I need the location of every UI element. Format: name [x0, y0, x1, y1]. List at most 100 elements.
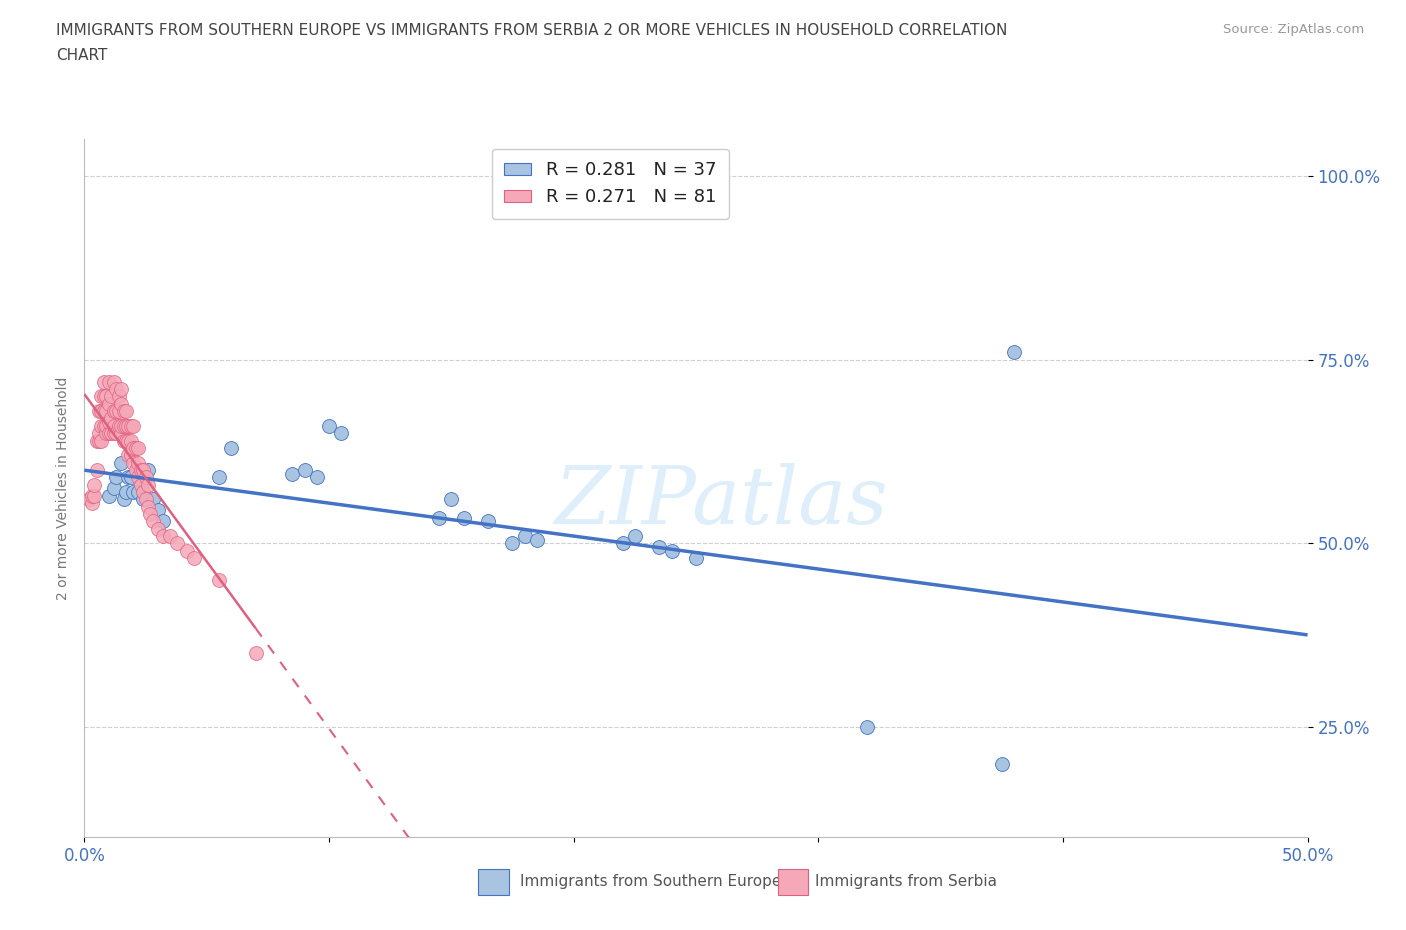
Point — [142, 492, 165, 507]
Point — [115, 418, 138, 433]
Point — [83, 488, 105, 503]
Point — [77, 492, 100, 507]
Point — [318, 418, 340, 433]
Point — [117, 418, 139, 433]
Point — [97, 488, 120, 503]
Point — [117, 433, 139, 448]
Point — [176, 543, 198, 558]
Point — [142, 514, 165, 529]
Point — [83, 477, 105, 492]
Text: Immigrants from Southern Europe: Immigrants from Southern Europe — [520, 874, 782, 889]
Point — [294, 462, 316, 477]
Point — [120, 433, 142, 448]
Y-axis label: 2 or more Vehicles in Household: 2 or more Vehicles in Household — [56, 377, 70, 600]
Point — [97, 426, 120, 441]
Point — [513, 528, 536, 543]
Text: CHART: CHART — [56, 48, 108, 63]
Point — [96, 389, 118, 404]
Point — [501, 536, 523, 551]
Point — [526, 532, 548, 547]
Point — [281, 466, 304, 481]
Point — [105, 470, 128, 485]
Point — [139, 507, 162, 522]
Point — [624, 528, 647, 543]
Point — [112, 492, 135, 507]
Point — [152, 528, 174, 543]
Text: Source: ZipAtlas.com: Source: ZipAtlas.com — [1223, 23, 1364, 36]
Point — [135, 492, 157, 507]
Point — [146, 521, 169, 536]
Point — [107, 418, 129, 433]
Point — [183, 551, 205, 565]
Point — [90, 404, 112, 418]
Point — [110, 418, 132, 433]
Point — [90, 389, 112, 404]
Point — [127, 441, 149, 456]
Point — [440, 492, 463, 507]
Point — [136, 462, 159, 477]
Point — [97, 375, 120, 390]
Point — [100, 426, 122, 441]
Point — [115, 485, 138, 499]
Legend: R = 0.281   N = 37, R = 0.271   N = 81: R = 0.281 N = 37, R = 0.271 N = 81 — [492, 149, 728, 219]
Point — [107, 404, 129, 418]
Point — [110, 381, 132, 396]
Point — [305, 470, 328, 485]
Point — [105, 426, 128, 441]
Point — [166, 536, 188, 551]
Point — [96, 404, 118, 418]
Point — [90, 418, 112, 433]
Point — [219, 441, 242, 456]
Point — [110, 455, 132, 470]
Point — [105, 404, 128, 418]
Point — [1002, 345, 1025, 360]
Point — [96, 418, 118, 433]
Point — [93, 404, 115, 418]
Point — [685, 551, 707, 565]
Point — [125, 462, 148, 477]
Point — [87, 433, 110, 448]
Point — [100, 389, 122, 404]
Point — [110, 426, 132, 441]
Point — [103, 481, 125, 496]
Point — [129, 462, 152, 477]
Point — [122, 455, 145, 470]
Point — [112, 404, 135, 418]
Point — [661, 543, 683, 558]
Point — [93, 375, 115, 390]
Point — [80, 496, 103, 511]
Point — [112, 433, 135, 448]
Point — [648, 539, 671, 554]
Point — [115, 404, 138, 418]
Point — [103, 375, 125, 390]
Point — [127, 455, 149, 470]
Point — [612, 536, 634, 551]
Point — [87, 426, 110, 441]
Point — [856, 720, 879, 735]
Point — [122, 418, 145, 433]
Point — [80, 488, 103, 503]
Point — [93, 389, 115, 404]
Point — [103, 404, 125, 418]
Point — [115, 433, 138, 448]
Point — [120, 418, 142, 433]
Point — [96, 426, 118, 441]
Point — [86, 433, 108, 448]
Text: IMMIGRANTS FROM SOUTHERN EUROPE VS IMMIGRANTS FROM SERBIA 2 OR MORE VEHICLES IN : IMMIGRANTS FROM SOUTHERN EUROPE VS IMMIG… — [56, 23, 1008, 38]
Point — [100, 411, 122, 426]
Point — [129, 477, 152, 492]
Text: Immigrants from Serbia: Immigrants from Serbia — [815, 874, 997, 889]
Point — [110, 396, 132, 411]
Point — [990, 756, 1012, 771]
Point — [117, 447, 139, 462]
Point — [152, 514, 174, 529]
Point — [127, 485, 149, 499]
Point — [136, 499, 159, 514]
Point — [107, 389, 129, 404]
Point — [117, 470, 139, 485]
Point — [135, 470, 157, 485]
Point — [120, 447, 142, 462]
Point — [453, 511, 475, 525]
Point — [132, 485, 155, 499]
Point — [105, 381, 128, 396]
